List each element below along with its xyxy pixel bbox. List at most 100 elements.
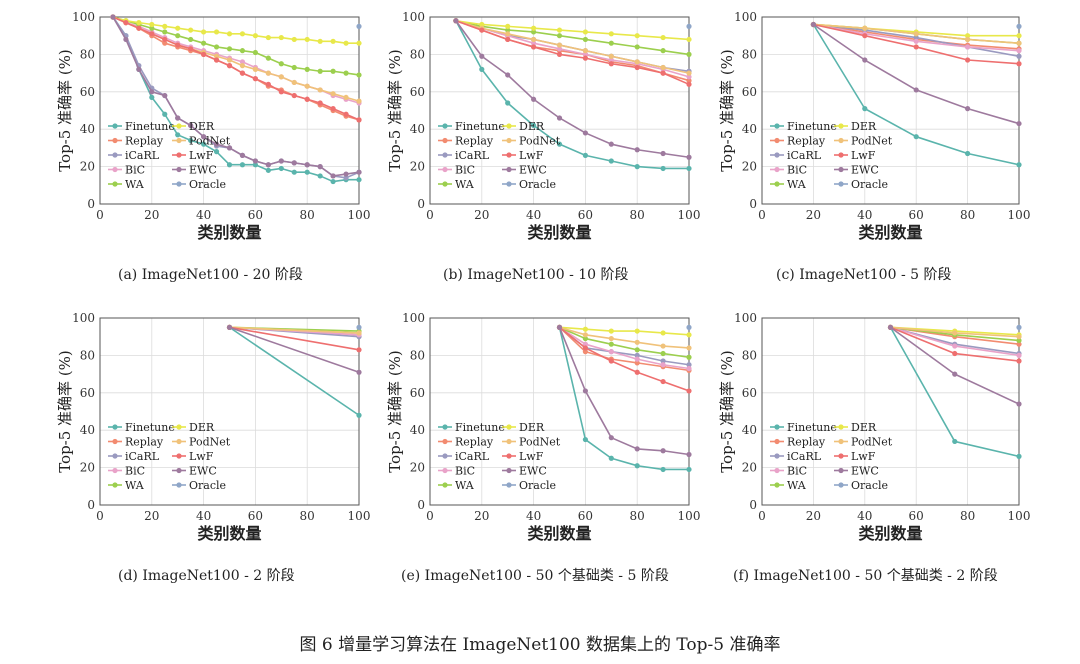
plot-frame [429, 317, 690, 506]
y-tick-label: 80 [742, 47, 757, 61]
data-point-wa [330, 68, 336, 74]
data-point-finetune [1016, 162, 1022, 168]
data-point-oracle [1016, 324, 1022, 330]
x-axis-label: 类别数量 [858, 223, 922, 242]
legend-marker-oracle [838, 482, 844, 488]
data-point-finetune [213, 149, 220, 155]
data-point-der [965, 33, 971, 39]
data-point-wa [226, 46, 233, 52]
data-point-finetune [239, 162, 246, 168]
plot-border [761, 16, 1020, 205]
data-point-ewc [608, 141, 614, 147]
legend-marker-wa [774, 181, 780, 187]
data-point-finetune [862, 106, 868, 112]
data-point-der [226, 31, 233, 37]
legend-label-wa: WA [787, 479, 807, 492]
x-tick-label: 60 [909, 208, 924, 222]
data-point-wa [265, 55, 271, 61]
legend-label-der: DER [189, 421, 215, 434]
legend-label-oracle: Oracle [519, 479, 556, 492]
chart-panel-c: 0 20 40 60 80 100 0 20 40 60 80 100 类别数量 Top-5 准确率 (%… [718, 10, 1030, 242]
data-point-ewc [226, 145, 233, 151]
legend-marker-ewc [506, 166, 512, 173]
data-point-der [136, 20, 142, 26]
legend-marker-ewc [506, 467, 512, 474]
legend-label-replay: Replay [787, 135, 826, 148]
legend-label-oracle: Oracle [851, 178, 888, 191]
data-point-lwf [188, 46, 194, 52]
chart-panel-e: 0 20 40 60 80 100 0 20 40 60 80 100 类别数量 Top-5 准确率 (%… [386, 311, 700, 543]
legend-label-bic: BiC [125, 164, 145, 177]
data-point-lwf [862, 33, 868, 39]
legend-label-lwf: LwF [189, 450, 214, 463]
legend-label-podnet: PodNet [851, 436, 893, 449]
legend-marker-podnet [506, 438, 512, 445]
y-tick-label: 60 [742, 85, 757, 99]
legend-label-oracle: Oracle [189, 479, 226, 492]
legend-marker-ewc [838, 467, 844, 474]
data-point-ewc [634, 446, 640, 452]
data-point-wa [582, 36, 589, 43]
legend-marker-der [506, 424, 512, 430]
data-point-ewc [810, 21, 817, 28]
y-tick-label: 100 [734, 311, 757, 325]
series-line-podnet [455, 19, 690, 74]
data-point-lwf [239, 70, 246, 76]
legend-marker-finetune [442, 123, 448, 129]
y-tick-label: 0 [87, 197, 95, 211]
plot-border [99, 317, 360, 506]
x-axis-label: 类别数量 [197, 524, 261, 543]
data-point-podnet [317, 87, 323, 93]
data-point-wa [531, 29, 537, 35]
data-point-ewc [226, 324, 233, 330]
data-point-ewc [188, 122, 194, 129]
plot-border [429, 16, 690, 205]
caption-f: (f) ImageNet100 - 50 个基础类 - 2 阶段 [733, 568, 998, 584]
data-point-oracle [686, 23, 692, 29]
legend-label-finetune: Finetune [787, 421, 837, 434]
plot-border [429, 317, 690, 506]
data-point-lwf [201, 51, 207, 58]
data-point-wa [356, 72, 362, 78]
data-point-lwf [913, 44, 919, 50]
x-tick-label: 20 [474, 509, 489, 523]
data-point-der [556, 27, 563, 33]
data-point-ewc [479, 53, 485, 59]
data-point-ewc [660, 150, 666, 157]
x-tick-label: 0 [96, 509, 104, 523]
data-point-podnet [913, 31, 919, 37]
data-point-podnet [1016, 334, 1022, 340]
legend-marker-wa [442, 482, 448, 488]
data-point-der [660, 330, 666, 336]
x-tick-label: 80 [630, 208, 645, 222]
series-line-podnet [229, 326, 360, 334]
legend-label-ewc: EWC [519, 465, 547, 478]
y-tick-label: 80 [742, 348, 757, 362]
data-point-wa [162, 29, 168, 35]
data-point-bic [608, 349, 614, 355]
data-point-finetune [660, 466, 666, 473]
y-axis-label: Top-5 准确率 (%) [386, 350, 404, 473]
data-point-ewc [291, 160, 297, 166]
data-point-podnet [304, 83, 310, 89]
data-point-podnet [862, 25, 868, 31]
data-point-wa [582, 335, 589, 342]
series-line-der [455, 19, 690, 41]
data-point-der [686, 36, 692, 43]
legend-marker-der [506, 123, 512, 129]
data-point-lwf [531, 44, 537, 50]
data-point-icarl [1016, 53, 1022, 59]
legend-marker-oracle [838, 181, 844, 187]
legend-label-replay: Replay [455, 135, 494, 148]
x-tick-label: 40 [857, 509, 872, 523]
data-point-wa [608, 40, 614, 46]
series-line-ewc [558, 327, 690, 456]
data-point-lwf [356, 117, 362, 123]
series-line-replay [558, 326, 690, 372]
data-point-der [608, 328, 614, 334]
legend-label-der: DER [189, 120, 215, 133]
data-point-finetune [660, 165, 666, 172]
x-tick-label: 0 [758, 208, 766, 222]
y-tick-label: 60 [410, 386, 425, 400]
data-point-lwf [291, 92, 297, 99]
